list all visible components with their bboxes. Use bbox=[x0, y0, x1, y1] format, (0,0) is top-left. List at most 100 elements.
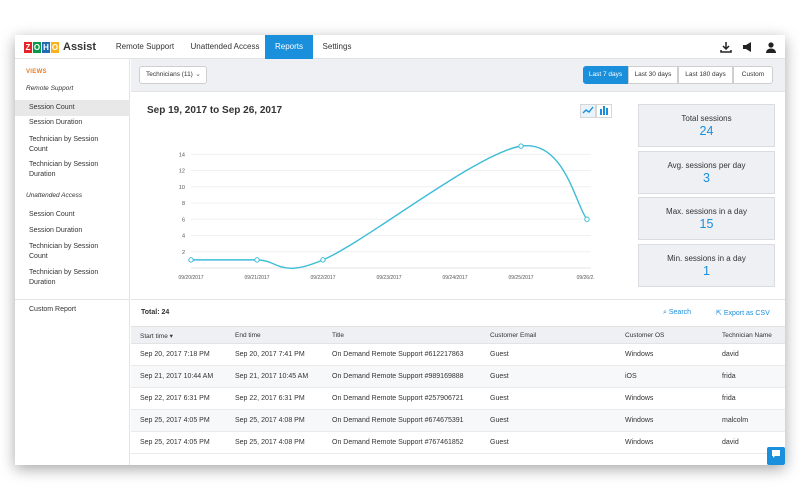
bar-chart-icon[interactable] bbox=[596, 104, 612, 118]
cell-customer-email: Guest bbox=[490, 373, 509, 380]
stat-card-max-sessions: Max. sessions in a day 15 bbox=[638, 197, 775, 240]
x-tick-label: 09/20/2017 bbox=[178, 275, 203, 281]
export-label: Export as CSV bbox=[723, 310, 770, 317]
tab-settings[interactable]: Settings bbox=[322, 42, 352, 51]
cell-start-time: Sep 25, 2017 4:05 PM bbox=[140, 439, 210, 446]
cell-title: On Demand Remote Support #612217863 bbox=[332, 351, 464, 358]
table-row[interactable]: Sep 25, 2017 4:05 PM Sep 25, 2017 4:08 PM… bbox=[131, 410, 785, 432]
cell-end-time: Sep 21, 2017 10:45 AM bbox=[235, 373, 309, 380]
sidebar-item-ua-technician-by-session-count[interactable]: Technician by Session Count bbox=[29, 243, 99, 260]
sidebar-item-technician-by-session-count[interactable]: Technician by Session Count bbox=[29, 136, 99, 153]
sidebar: VIEWS Remote Support Session Count Sessi… bbox=[15, 59, 130, 465]
stat-card-min-sessions: Min. sessions in a day 1 bbox=[638, 244, 775, 287]
cell-end-time: Sep 25, 2017 4:08 PM bbox=[235, 417, 305, 424]
stat-card-total-sessions: Total sessions 24 bbox=[638, 104, 775, 147]
table-row[interactable]: Sep 20, 2017 7:18 PM Sep 20, 2017 7:41 PM… bbox=[131, 344, 785, 366]
cell-customer-os: Windows bbox=[625, 439, 654, 446]
range-last-30-days[interactable]: Last 30 days bbox=[628, 66, 678, 84]
search-link[interactable]: ⌕ Search bbox=[663, 309, 691, 317]
cell-start-time: Sep 21, 2017 10:44 AM bbox=[140, 373, 214, 380]
col-start-time[interactable]: Start time ▾ bbox=[140, 333, 173, 340]
cell-technician-name: malcolm bbox=[722, 417, 749, 424]
sidebar-divider bbox=[15, 299, 130, 300]
stat-label: Avg. sessions per day bbox=[667, 161, 746, 170]
cell-end-time: Sep 25, 2017 4:08 PM bbox=[235, 439, 305, 446]
data-point bbox=[584, 216, 590, 222]
stat-value: 3 bbox=[703, 171, 710, 185]
y-tick-label: 4 bbox=[182, 234, 185, 240]
stat-label: Min. sessions in a day bbox=[667, 254, 746, 263]
technicians-dropdown[interactable]: Technicians (11) ⌄ bbox=[139, 66, 207, 84]
data-point bbox=[188, 257, 194, 263]
search-label: Search bbox=[668, 309, 692, 316]
x-tick-label: 09/25/2017 bbox=[508, 275, 533, 281]
table-toolbar: Total: 24 ⌕ Search ⇱ Export as CSV bbox=[131, 299, 785, 326]
table-header: Start time ▾ End time Title Customer Ema… bbox=[131, 326, 785, 344]
x-tick-label: 09/24/2017 bbox=[442, 275, 467, 281]
y-tick-label: 8 bbox=[182, 201, 185, 207]
sidebar-item-session-count[interactable]: Session Count bbox=[15, 100, 130, 116]
sidebar-item-ua-session-count[interactable]: Session Count bbox=[29, 211, 75, 218]
stat-value: 15 bbox=[699, 217, 714, 231]
sidebar-item-custom-report[interactable]: Custom Report bbox=[29, 306, 77, 313]
sidebar-item-ua-technician-by-session-duration[interactable]: Technician by Session Duration bbox=[29, 269, 99, 286]
y-tick-label: 14 bbox=[179, 152, 185, 158]
cell-customer-email: Guest bbox=[490, 439, 509, 446]
sidebar-item-session-duration[interactable]: Session Duration bbox=[29, 119, 83, 126]
cell-start-time: Sep 20, 2017 7:18 PM bbox=[140, 351, 210, 358]
col-customer-os[interactable]: Customer OS bbox=[625, 332, 665, 339]
cell-customer-email: Guest bbox=[490, 351, 509, 358]
series-line bbox=[191, 145, 588, 269]
cell-title: On Demand Remote Support #767461852 bbox=[332, 439, 464, 446]
data-point bbox=[518, 143, 524, 149]
report-date-range: Sep 19, 2017 to Sep 26, 2017 bbox=[147, 105, 283, 116]
table-row[interactable]: Sep 25, 2017 4:05 PM Sep 25, 2017 4:08 PM… bbox=[131, 432, 785, 454]
x-tick-label: 09/23/2017 bbox=[376, 275, 401, 281]
cell-customer-os: iOS bbox=[625, 373, 637, 380]
cell-start-time: Sep 25, 2017 4:05 PM bbox=[140, 417, 210, 424]
data-point bbox=[320, 257, 326, 263]
sidebar-item-technician-by-session-duration[interactable]: Technician by Session Duration bbox=[29, 161, 99, 178]
y-tick-label: 12 bbox=[179, 169, 185, 175]
user-icon[interactable] bbox=[765, 41, 777, 53]
cell-customer-email: Guest bbox=[490, 417, 509, 424]
table-row[interactable]: Sep 22, 2017 6:31 PM Sep 22, 2017 6:31 PM… bbox=[131, 388, 785, 410]
cell-customer-os: Windows bbox=[625, 351, 654, 358]
stat-card-avg-sessions: Avg. sessions per day 3 bbox=[638, 151, 775, 194]
export-icon: ⇱ bbox=[716, 310, 722, 317]
col-title[interactable]: Title bbox=[332, 332, 345, 339]
stat-value: 1 bbox=[703, 264, 710, 278]
chat-icon[interactable] bbox=[767, 447, 785, 465]
col-end-time[interactable]: End time bbox=[235, 332, 261, 339]
stat-value: 24 bbox=[699, 124, 714, 138]
unattended-access-section: Unattended Access bbox=[26, 192, 83, 199]
sidebar-item-ua-session-duration[interactable]: Session Duration bbox=[29, 227, 83, 234]
y-tick-label: 10 bbox=[179, 185, 185, 191]
export-csv-link[interactable]: ⇱ Export as CSV bbox=[716, 309, 770, 317]
tab-reports[interactable]: Reports bbox=[265, 35, 313, 59]
megaphone-icon[interactable] bbox=[742, 41, 754, 53]
range-last-7-days[interactable]: Last 7 days bbox=[583, 66, 628, 84]
col-technician-name[interactable]: Technician Name bbox=[722, 332, 772, 339]
line-chart-icon[interactable] bbox=[580, 104, 596, 118]
stat-label: Max. sessions in a day bbox=[666, 207, 747, 216]
cell-technician-name: frida bbox=[722, 373, 736, 380]
tab-remote-support[interactable]: Remote Support bbox=[115, 42, 175, 51]
download-icon[interactable] bbox=[720, 41, 732, 53]
search-icon: ⌕ bbox=[663, 309, 667, 316]
cell-customer-email: Guest bbox=[490, 395, 509, 402]
table-row[interactable]: Sep 21, 2017 10:44 AM Sep 21, 2017 10:45 … bbox=[131, 366, 785, 388]
technicians-dropdown-label: Technicians (11) bbox=[146, 71, 193, 78]
cell-title: On Demand Remote Support #989169888 bbox=[332, 373, 464, 380]
app-name: Assist bbox=[63, 41, 97, 53]
col-customer-email[interactable]: Customer Email bbox=[490, 332, 537, 339]
cell-technician-name: frida bbox=[722, 395, 736, 402]
x-tick-label: 09/26/2... bbox=[577, 275, 595, 281]
range-custom[interactable]: Custom bbox=[733, 66, 773, 84]
tab-unattended-access[interactable]: Unattended Access bbox=[190, 42, 260, 51]
stat-label: Total sessions bbox=[681, 114, 732, 123]
range-last-180-days[interactable]: Last 180 days bbox=[678, 66, 733, 84]
